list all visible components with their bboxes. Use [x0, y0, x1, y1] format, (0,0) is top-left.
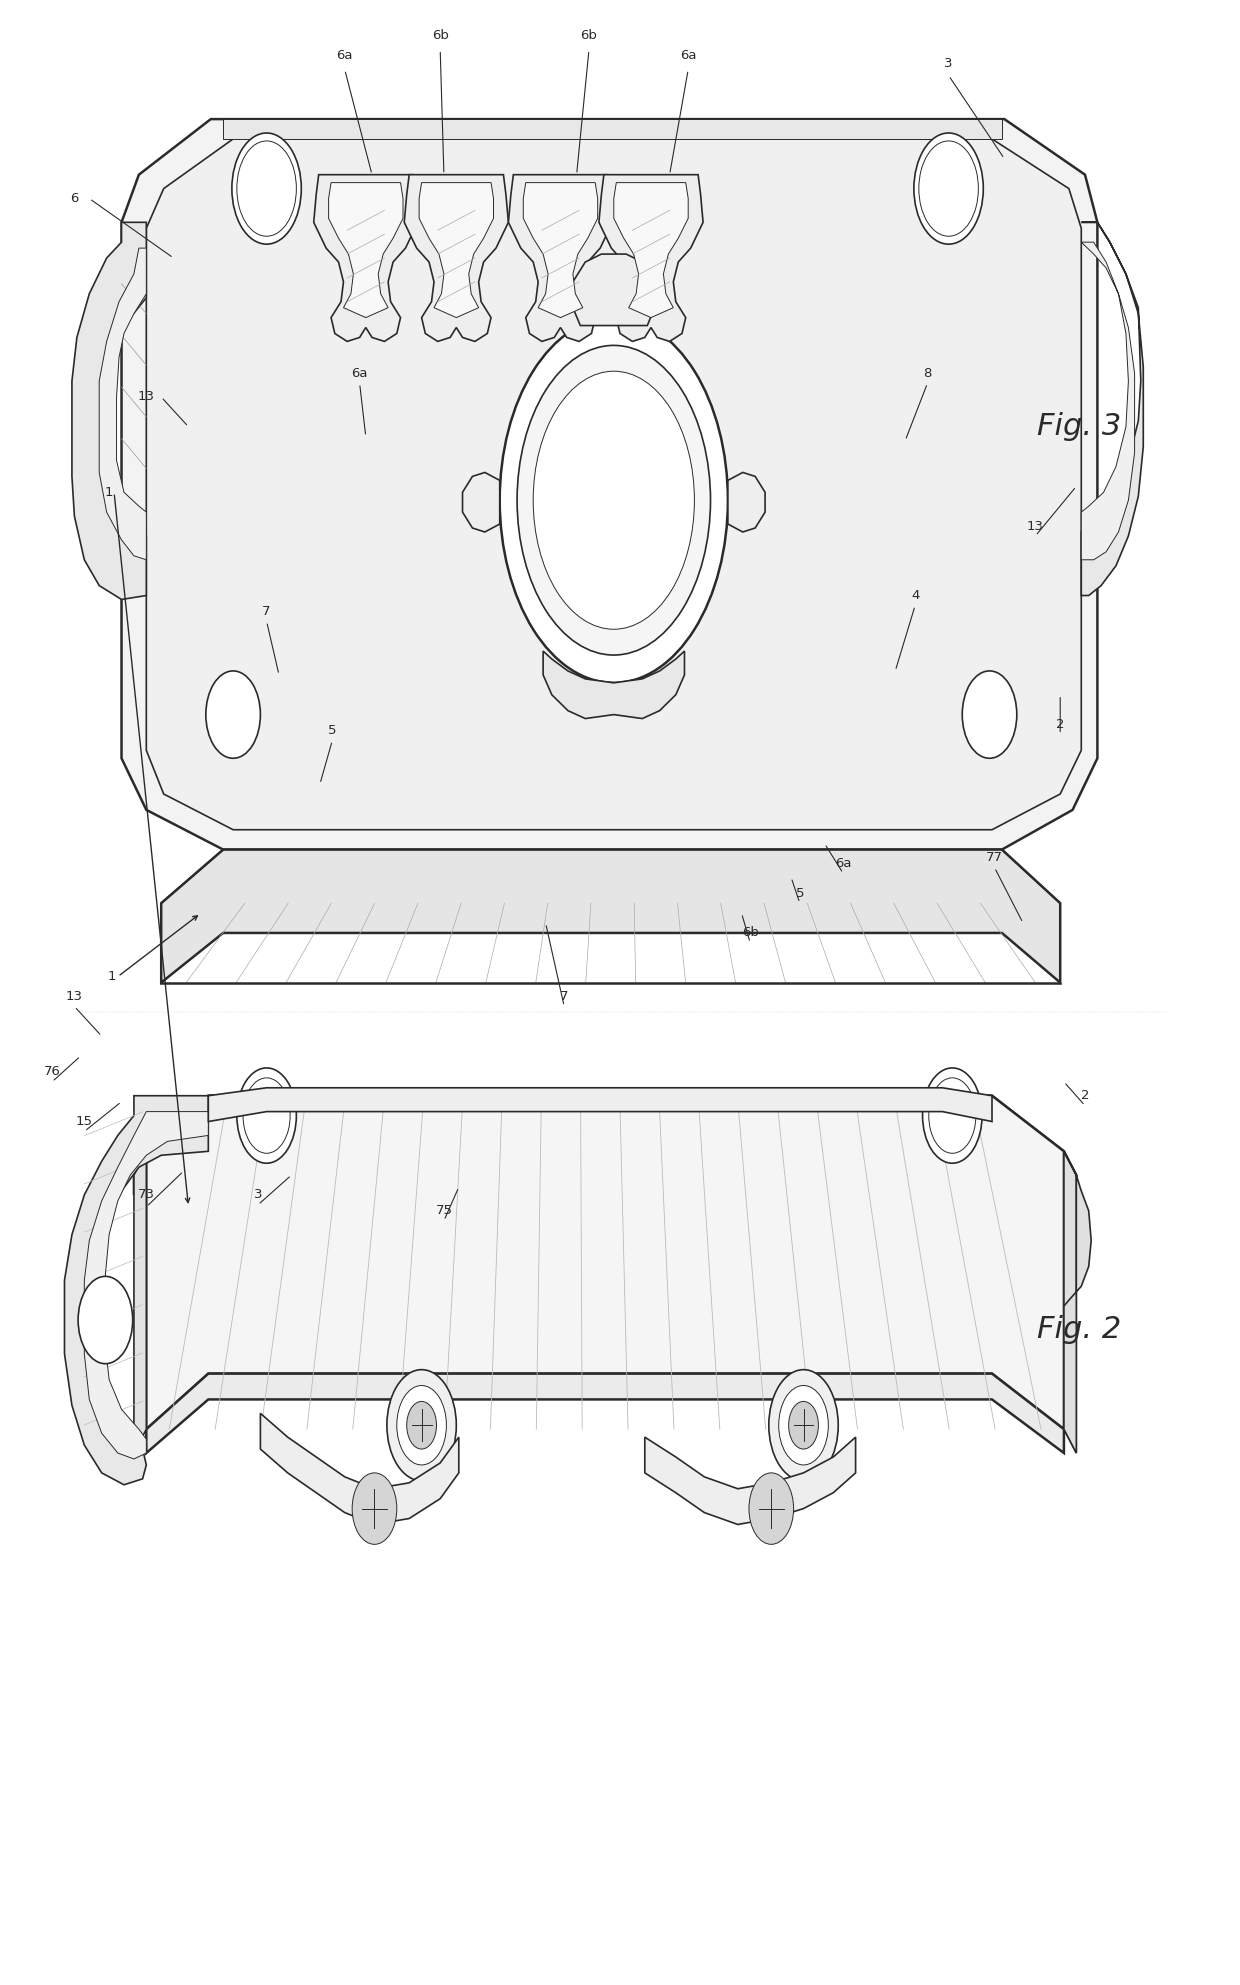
Polygon shape [99, 248, 146, 560]
Polygon shape [146, 1096, 1064, 1429]
Polygon shape [64, 1096, 208, 1485]
Polygon shape [508, 175, 613, 341]
Polygon shape [134, 1151, 146, 1453]
Polygon shape [223, 119, 1002, 139]
Circle shape [962, 671, 1017, 758]
Circle shape [779, 1386, 828, 1465]
Text: 6a: 6a [680, 50, 697, 62]
Text: 5: 5 [329, 725, 336, 736]
Polygon shape [161, 850, 1060, 983]
Polygon shape [573, 254, 655, 326]
Polygon shape [599, 175, 703, 341]
Text: 4: 4 [911, 590, 919, 601]
Polygon shape [419, 183, 494, 318]
Text: 13: 13 [66, 991, 83, 1002]
Text: 5: 5 [796, 887, 804, 899]
Polygon shape [1064, 1151, 1091, 1453]
Polygon shape [72, 222, 146, 599]
Polygon shape [208, 1088, 992, 1122]
Circle shape [407, 1401, 436, 1449]
Polygon shape [146, 1374, 1064, 1453]
Text: 6a: 6a [336, 50, 353, 62]
Polygon shape [134, 1096, 1076, 1195]
Polygon shape [84, 1112, 208, 1459]
Text: 6b: 6b [580, 30, 598, 42]
Text: 6: 6 [71, 193, 78, 204]
Polygon shape [1064, 1151, 1076, 1453]
Polygon shape [329, 183, 403, 318]
Polygon shape [728, 472, 765, 532]
Circle shape [914, 133, 983, 244]
Polygon shape [1081, 242, 1135, 560]
Polygon shape [543, 651, 684, 719]
Circle shape [533, 371, 694, 629]
Text: 13: 13 [138, 391, 155, 403]
Circle shape [237, 1068, 296, 1163]
Text: 2: 2 [1081, 1090, 1089, 1102]
Polygon shape [260, 1413, 459, 1524]
Text: 6a: 6a [351, 367, 368, 379]
Circle shape [387, 1370, 456, 1481]
Text: 73: 73 [138, 1189, 155, 1201]
Polygon shape [122, 119, 1097, 850]
Circle shape [500, 318, 728, 683]
Text: 8: 8 [924, 367, 931, 379]
Text: 75: 75 [435, 1205, 453, 1217]
Text: 76: 76 [43, 1066, 61, 1078]
Circle shape [352, 1473, 397, 1544]
Circle shape [78, 1276, 133, 1364]
Text: 6a: 6a [835, 858, 852, 869]
Circle shape [923, 1068, 982, 1163]
Polygon shape [404, 175, 508, 341]
Text: 77: 77 [986, 852, 1003, 863]
Text: 13: 13 [1027, 520, 1044, 532]
Text: 15: 15 [76, 1116, 93, 1127]
Circle shape [206, 671, 260, 758]
Circle shape [232, 133, 301, 244]
Text: 3: 3 [254, 1189, 262, 1201]
Polygon shape [523, 183, 598, 318]
Text: Fig. 2: Fig. 2 [1037, 1316, 1121, 1344]
Text: 3: 3 [945, 58, 952, 69]
Polygon shape [463, 472, 500, 532]
Text: 7: 7 [263, 605, 270, 617]
Circle shape [769, 1370, 838, 1481]
Circle shape [749, 1473, 794, 1544]
Text: 7: 7 [560, 991, 568, 1002]
Text: 1: 1 [105, 486, 113, 498]
Text: Fig. 3: Fig. 3 [1037, 413, 1121, 441]
Polygon shape [146, 139, 1081, 830]
Polygon shape [1081, 222, 1143, 596]
Circle shape [397, 1386, 446, 1465]
Polygon shape [645, 1437, 856, 1524]
Text: 2: 2 [1056, 719, 1064, 730]
Text: 1: 1 [108, 971, 115, 983]
Circle shape [517, 345, 711, 655]
Text: 6b: 6b [742, 927, 759, 939]
Text: 6b: 6b [432, 30, 449, 42]
Polygon shape [314, 175, 418, 341]
Polygon shape [614, 183, 688, 318]
Circle shape [789, 1401, 818, 1449]
